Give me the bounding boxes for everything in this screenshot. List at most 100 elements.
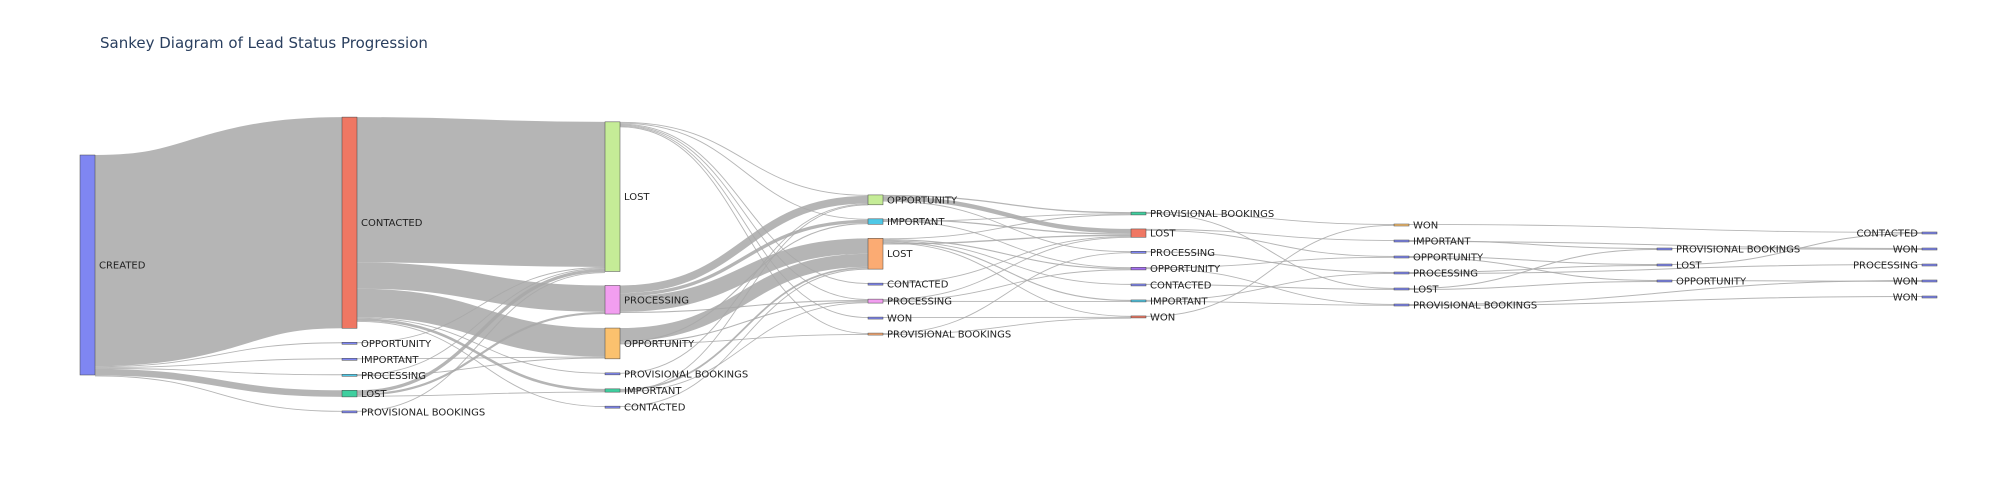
sankey-node-c2-opportunity[interactable] <box>604 327 621 360</box>
sankey-node-c2-contacted[interactable] <box>604 405 621 409</box>
sankey-link[interactable] <box>94 368 343 397</box>
sankey-node-c1-important[interactable] <box>341 358 358 361</box>
sankey-link[interactable] <box>882 252 1132 334</box>
sankey-link[interactable] <box>1408 241 1923 249</box>
sankey-link[interactable] <box>1408 296 1923 306</box>
sankey-link[interactable] <box>882 235 1132 285</box>
sankey-node-c6-opportunity[interactable] <box>1656 279 1673 283</box>
sankey-link[interactable] <box>882 317 1132 335</box>
sankey-link[interactable] <box>356 317 606 374</box>
sankey-link[interactable] <box>1408 249 1658 289</box>
sankey-link[interactable] <box>1408 256 1658 265</box>
sankey-node-c3-provisional[interactable] <box>867 332 884 336</box>
sankey-link[interactable] <box>619 125 869 318</box>
sankey-link[interactable] <box>882 234 1132 245</box>
sankey-link[interactable] <box>619 333 869 345</box>
sankey-node-c2-important[interactable] <box>604 388 621 393</box>
sankey-node-c5-important[interactable] <box>1393 239 1410 243</box>
sankey-link[interactable] <box>93 117 344 367</box>
sankey-link[interactable] <box>1408 280 1923 305</box>
sankey-link[interactable] <box>619 203 869 374</box>
sankey-link[interactable] <box>356 268 606 394</box>
sankey-node-c7-processing[interactable] <box>1921 263 1938 267</box>
sankey-link[interactable] <box>882 239 1132 270</box>
sankey-node-c4-won[interactable] <box>1130 315 1147 319</box>
sankey-link[interactable] <box>1408 264 1923 274</box>
sankey-link[interactable] <box>619 238 869 312</box>
sankey-node-c4-lost[interactable] <box>1130 228 1147 238</box>
sankey-link[interactable] <box>356 311 606 396</box>
sankey-link[interactable] <box>94 342 343 368</box>
sankey-link[interactable] <box>1671 280 1923 282</box>
sankey-node-c1-contacted[interactable] <box>341 116 358 329</box>
sankey-link[interactable] <box>1145 273 1395 301</box>
sankey-link[interactable] <box>882 196 1132 234</box>
sankey-link[interactable] <box>1408 224 1923 233</box>
sankey-link[interactable] <box>882 214 1132 240</box>
sankey-node-c5-processing[interactable] <box>1393 271 1410 275</box>
sankey-link[interactable] <box>619 219 869 297</box>
sankey-link[interactable] <box>619 123 869 285</box>
sankey-link[interactable] <box>1145 229 1395 257</box>
sankey-link[interactable] <box>1408 281 1658 290</box>
sankey-node-c0-created[interactable] <box>79 154 96 376</box>
sankey-node-c2-processing[interactable] <box>604 285 621 315</box>
sankey-node-c1-provisional[interactable] <box>341 410 358 414</box>
sankey-node-c5-won[interactable] <box>1393 223 1410 227</box>
sankey-node-c3-opportunity[interactable] <box>867 194 884 206</box>
sankey-link[interactable] <box>356 272 606 412</box>
sankey-node-c3-won[interactable] <box>867 316 884 320</box>
sankey-link[interactable] <box>356 262 606 312</box>
sankey-link[interactable] <box>356 320 606 408</box>
sankey-node-c5-lost[interactable] <box>1393 287 1410 291</box>
sankey-link[interactable] <box>882 236 1132 301</box>
sankey-link[interactable] <box>882 269 1132 301</box>
sankey-link[interactable] <box>619 195 869 294</box>
sankey-node-c1-processing[interactable] <box>341 374 358 377</box>
sankey-link[interactable] <box>882 241 1132 302</box>
sankey-link[interactable] <box>356 267 606 344</box>
sankey-node-c1-opportunity[interactable] <box>341 342 358 345</box>
sankey-link[interactable] <box>619 124 869 301</box>
sankey-node-c4-contacted[interactable] <box>1130 283 1147 287</box>
sankey-link[interactable] <box>1145 212 1395 289</box>
sankey-link[interactable] <box>882 194 1132 214</box>
sankey-link[interactable] <box>1145 256 1395 269</box>
sankey-node-c3-important[interactable] <box>867 218 884 225</box>
sankey-node-c3-processing[interactable] <box>867 298 884 304</box>
sankey-link[interactable] <box>1145 300 1395 306</box>
sankey-node-c6-lost[interactable] <box>1656 263 1673 267</box>
sankey-node-c1-lost[interactable] <box>341 390 358 398</box>
sankey-link[interactable] <box>1671 232 1923 265</box>
sankey-link[interactable] <box>356 288 606 357</box>
sankey-link[interactable] <box>356 117 606 268</box>
sankey-node-c2-lost[interactable] <box>604 121 621 272</box>
sankey-link[interactable] <box>619 121 869 196</box>
sankey-node-c3-contacted[interactable] <box>867 282 884 286</box>
sankey-node-c4-processing[interactable] <box>1130 251 1147 254</box>
sankey-link[interactable] <box>1145 212 1395 225</box>
sankey-link[interactable] <box>94 358 343 368</box>
sankey-node-c7-won-a[interactable] <box>1921 247 1938 251</box>
sankey-link[interactable] <box>356 267 606 376</box>
sankey-node-c7-won-b[interactable] <box>1921 279 1938 283</box>
sankey-link[interactable] <box>1408 240 1658 249</box>
sankey-link[interactable] <box>619 302 869 393</box>
sankey-node-c5-opportunity[interactable] <box>1393 255 1410 259</box>
sankey-link[interactable] <box>1145 224 1395 317</box>
sankey-link[interactable] <box>882 220 1132 269</box>
sankey-link[interactable] <box>94 375 343 412</box>
sankey-node-c5-provisional[interactable] <box>1393 303 1410 307</box>
sankey-link[interactable] <box>619 266 869 391</box>
sankey-link[interactable] <box>1145 228 1395 241</box>
sankey-node-c2-provisional[interactable] <box>604 372 621 376</box>
sankey-node-c4-provisional[interactable] <box>1130 211 1147 216</box>
sankey-node-c7-contacted[interactable] <box>1921 231 1938 235</box>
sankey-link[interactable] <box>619 126 869 334</box>
sankey-link[interactable] <box>619 300 869 313</box>
sankey-link[interactable] <box>882 242 1132 317</box>
sankey-node-c6-provisional[interactable] <box>1656 247 1673 251</box>
sankey-link[interactable] <box>619 301 869 344</box>
sankey-node-c7-won-c[interactable] <box>1921 295 1938 299</box>
sankey-link[interactable] <box>882 213 1132 222</box>
